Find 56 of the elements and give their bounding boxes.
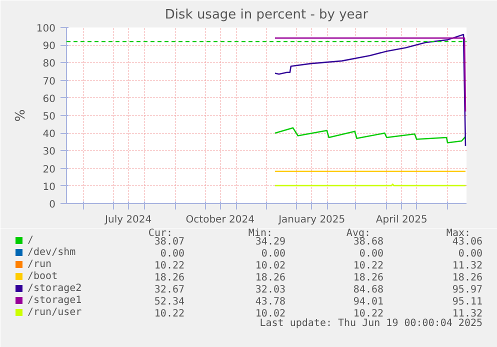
- text: 10.22: [353, 260, 384, 272]
- text: 11.32: [452, 308, 483, 320]
- y-axis-title: %: [13, 109, 28, 122]
- legend-label: /storage1: [28, 295, 82, 306]
- text: 18.26: [353, 272, 384, 284]
- y-tick-label: 20: [42, 164, 56, 176]
- line-series: [274, 127, 466, 144]
- text: 43.78: [255, 296, 286, 308]
- y-tick-label: 10: [42, 182, 56, 193]
- legend-label: /storage2: [28, 283, 82, 294]
- text: 18.26: [154, 272, 185, 284]
- y-tick-label: 80: [42, 58, 56, 70]
- text: 0.00: [261, 248, 286, 260]
- text: 10.22: [154, 260, 185, 272]
- legend-label: /dev/shm: [28, 247, 76, 258]
- text: Avg:: [346, 228, 371, 239]
- text: 95.97: [452, 284, 483, 296]
- text: 0.00: [458, 248, 483, 260]
- text: 32.67: [154, 284, 185, 296]
- legend-label: /run: [28, 259, 52, 270]
- text: 94.01: [353, 296, 384, 308]
- text: 18.26: [452, 272, 483, 284]
- legend-label: /boot: [28, 271, 58, 282]
- y-tick-label: 60: [42, 94, 56, 105]
- y-tick-label: 70: [42, 76, 56, 88]
- chart-title: Disk usage in percent - by year: [164, 8, 369, 22]
- text: 95.11: [452, 296, 483, 308]
- x-tick-label: October 2024: [186, 214, 254, 226]
- y-tick-label: 40: [42, 129, 56, 140]
- text: 84.68: [353, 284, 384, 296]
- text: 38.07: [154, 236, 185, 248]
- text: 34.29: [255, 236, 286, 248]
- legend-label: /: [28, 235, 34, 246]
- text: 10.22: [154, 308, 185, 320]
- legend-label: /run/user: [28, 307, 82, 318]
- text: 0.00: [160, 248, 185, 260]
- y-tick-label: 50: [42, 112, 56, 122]
- text: Last update: Thu Jun 19 00:00:04 2025: [260, 318, 483, 329]
- text: 38.68: [353, 236, 384, 248]
- y-tick-label: 0: [49, 200, 56, 210]
- text: 10.22: [353, 308, 384, 320]
- text: 10.02: [255, 308, 286, 320]
- text: 43.06: [452, 236, 483, 248]
- text: 18.26: [255, 272, 286, 284]
- x-tick-label: July 2024: [104, 214, 152, 226]
- x-tick-label: January 2025: [278, 214, 346, 226]
- text: 52.34: [154, 296, 185, 308]
- line-series: [274, 34, 466, 147]
- text: 0.00: [359, 248, 384, 260]
- text: 11.32: [452, 260, 483, 272]
- x-tick-label: April 2025: [376, 214, 428, 226]
- y-tick-label: 90: [42, 41, 56, 52]
- y-tick-label: 100: [36, 24, 56, 34]
- text: 32.03: [255, 284, 286, 296]
- text: 10.02: [255, 260, 286, 272]
- y-tick-label: 30: [42, 146, 56, 158]
